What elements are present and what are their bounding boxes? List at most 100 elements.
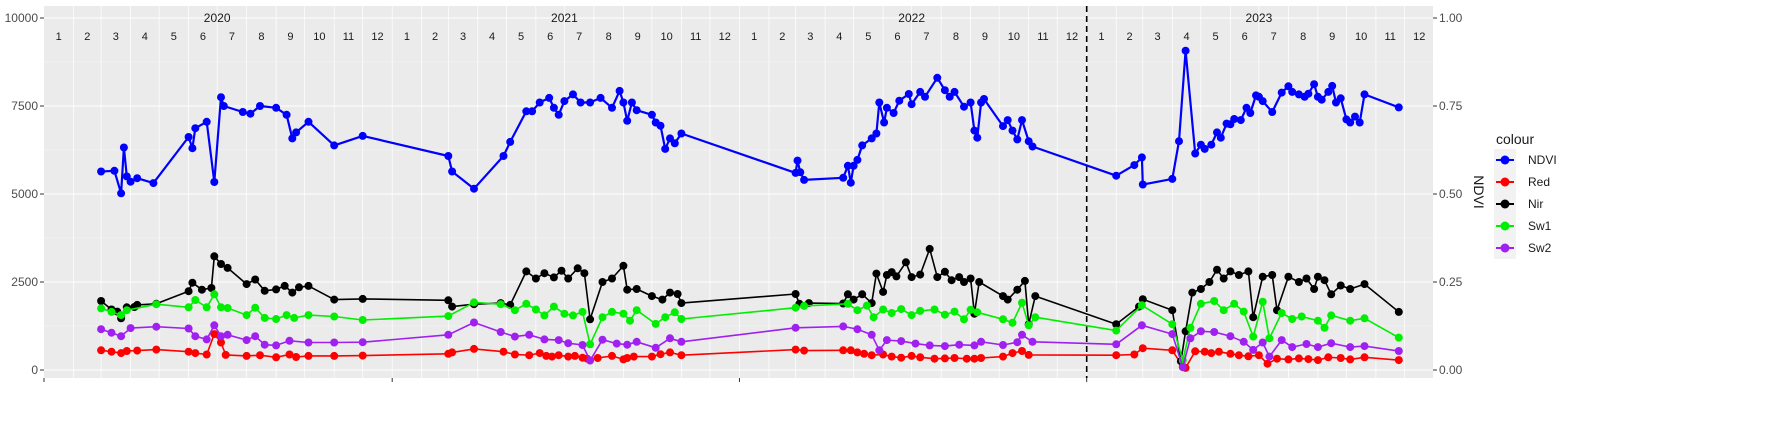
ndvi-point bbox=[1310, 80, 1319, 89]
nir-point bbox=[632, 285, 641, 293]
y-axis-left: 0 2500 5000 7500 10000 bbox=[5, 11, 1088, 382]
sw2-point bbox=[223, 330, 232, 339]
red-point bbox=[97, 346, 106, 355]
nir-point bbox=[901, 258, 910, 267]
ndvi-point bbox=[448, 167, 457, 176]
nir-point bbox=[1294, 278, 1303, 286]
sw1-point bbox=[1297, 312, 1306, 321]
y-tick-label: 10000 bbox=[5, 11, 39, 25]
ndvi-point bbox=[246, 109, 255, 118]
nir-point bbox=[1020, 276, 1029, 285]
sw2-point bbox=[304, 338, 313, 347]
red-point bbox=[999, 352, 1007, 361]
ndvi-point bbox=[656, 121, 665, 130]
ndvi-point bbox=[545, 93, 554, 102]
sw1-point bbox=[1031, 313, 1040, 322]
ndvi-point bbox=[1168, 174, 1177, 183]
month-label: 8 bbox=[258, 31, 264, 43]
nir-point bbox=[960, 278, 968, 286]
ndvi-point bbox=[560, 97, 569, 106]
nir-point bbox=[188, 278, 197, 287]
nir-point bbox=[1244, 267, 1253, 276]
sw2-point bbox=[1394, 347, 1403, 355]
nir-point bbox=[540, 269, 549, 278]
legend-ndvi-label: NDVI bbox=[1528, 153, 1557, 167]
red-point bbox=[608, 351, 616, 360]
sw1-point bbox=[1186, 323, 1195, 332]
sw1-point bbox=[202, 303, 211, 312]
nir-point bbox=[843, 290, 852, 299]
ndvi-point bbox=[1277, 88, 1286, 97]
red-point bbox=[358, 351, 367, 360]
sw1-point bbox=[1008, 318, 1017, 327]
nir-point bbox=[1313, 272, 1322, 281]
sw1-point bbox=[217, 303, 225, 312]
sw2-point bbox=[126, 324, 135, 333]
red-point bbox=[1138, 344, 1147, 353]
ndvi-point bbox=[219, 102, 228, 110]
sw1-point bbox=[950, 307, 959, 316]
nir-point bbox=[1013, 285, 1022, 294]
ndvi-point bbox=[966, 98, 975, 107]
red-point bbox=[977, 354, 986, 362]
month-label: 5 bbox=[1213, 31, 1219, 43]
red-point bbox=[210, 330, 219, 339]
red-point bbox=[1018, 347, 1026, 355]
red-point bbox=[499, 347, 508, 356]
ndvi-point bbox=[1013, 135, 1022, 144]
series-sw2 bbox=[97, 318, 1403, 372]
ndvi-point bbox=[256, 102, 264, 110]
red-point bbox=[330, 351, 339, 360]
month-label: 3 bbox=[807, 31, 813, 43]
sw1-point bbox=[651, 319, 660, 328]
year-label: 2022 bbox=[898, 11, 925, 25]
ndvi-point bbox=[554, 110, 563, 119]
month-label: 8 bbox=[953, 31, 959, 43]
red-point bbox=[887, 352, 896, 361]
nir-point bbox=[1031, 292, 1040, 301]
nir-point bbox=[272, 285, 281, 294]
month-label: 11 bbox=[690, 31, 701, 43]
sw2-point bbox=[882, 336, 891, 345]
sw2-point bbox=[897, 337, 906, 346]
red-point bbox=[1200, 347, 1209, 356]
ndvi-point bbox=[1130, 161, 1139, 170]
sw2-point bbox=[1239, 337, 1248, 346]
month-label: 5 bbox=[865, 31, 871, 43]
nir-point bbox=[1188, 288, 1197, 297]
nir-point bbox=[677, 299, 686, 308]
month-label: 2 bbox=[1126, 31, 1132, 43]
sw1-point bbox=[1219, 306, 1228, 315]
sw1-point bbox=[510, 306, 519, 315]
sw2-point bbox=[1327, 339, 1336, 348]
ndvi-point bbox=[1258, 97, 1267, 106]
sw1-point bbox=[1327, 311, 1336, 320]
ndvi-point bbox=[1288, 87, 1297, 96]
nir-point bbox=[907, 273, 916, 282]
ndvi-point bbox=[973, 133, 982, 142]
red-point bbox=[448, 348, 457, 357]
ndvi-point bbox=[907, 100, 916, 109]
red-point bbox=[970, 354, 979, 363]
ndvi-point bbox=[882, 103, 891, 112]
month-label: 1 bbox=[1098, 31, 1104, 43]
nir-point bbox=[1168, 306, 1177, 315]
ndvi-point bbox=[1324, 87, 1333, 96]
red-point bbox=[256, 351, 264, 360]
red-point bbox=[1234, 351, 1243, 360]
ndvi-point bbox=[1191, 149, 1200, 158]
ndvi-point bbox=[97, 167, 106, 176]
sw1-point bbox=[677, 315, 686, 323]
red-point bbox=[916, 353, 925, 362]
nir-point bbox=[1394, 307, 1403, 316]
red-point bbox=[962, 354, 971, 363]
sw1-point bbox=[1346, 316, 1355, 325]
red-point bbox=[1024, 350, 1033, 359]
nir-point bbox=[1346, 285, 1355, 293]
red-point bbox=[1324, 353, 1333, 362]
red-point bbox=[656, 350, 665, 359]
ndvi-point bbox=[596, 93, 605, 102]
ndvi-point bbox=[933, 73, 942, 82]
nir-point bbox=[217, 260, 225, 268]
red-point bbox=[1284, 355, 1293, 364]
